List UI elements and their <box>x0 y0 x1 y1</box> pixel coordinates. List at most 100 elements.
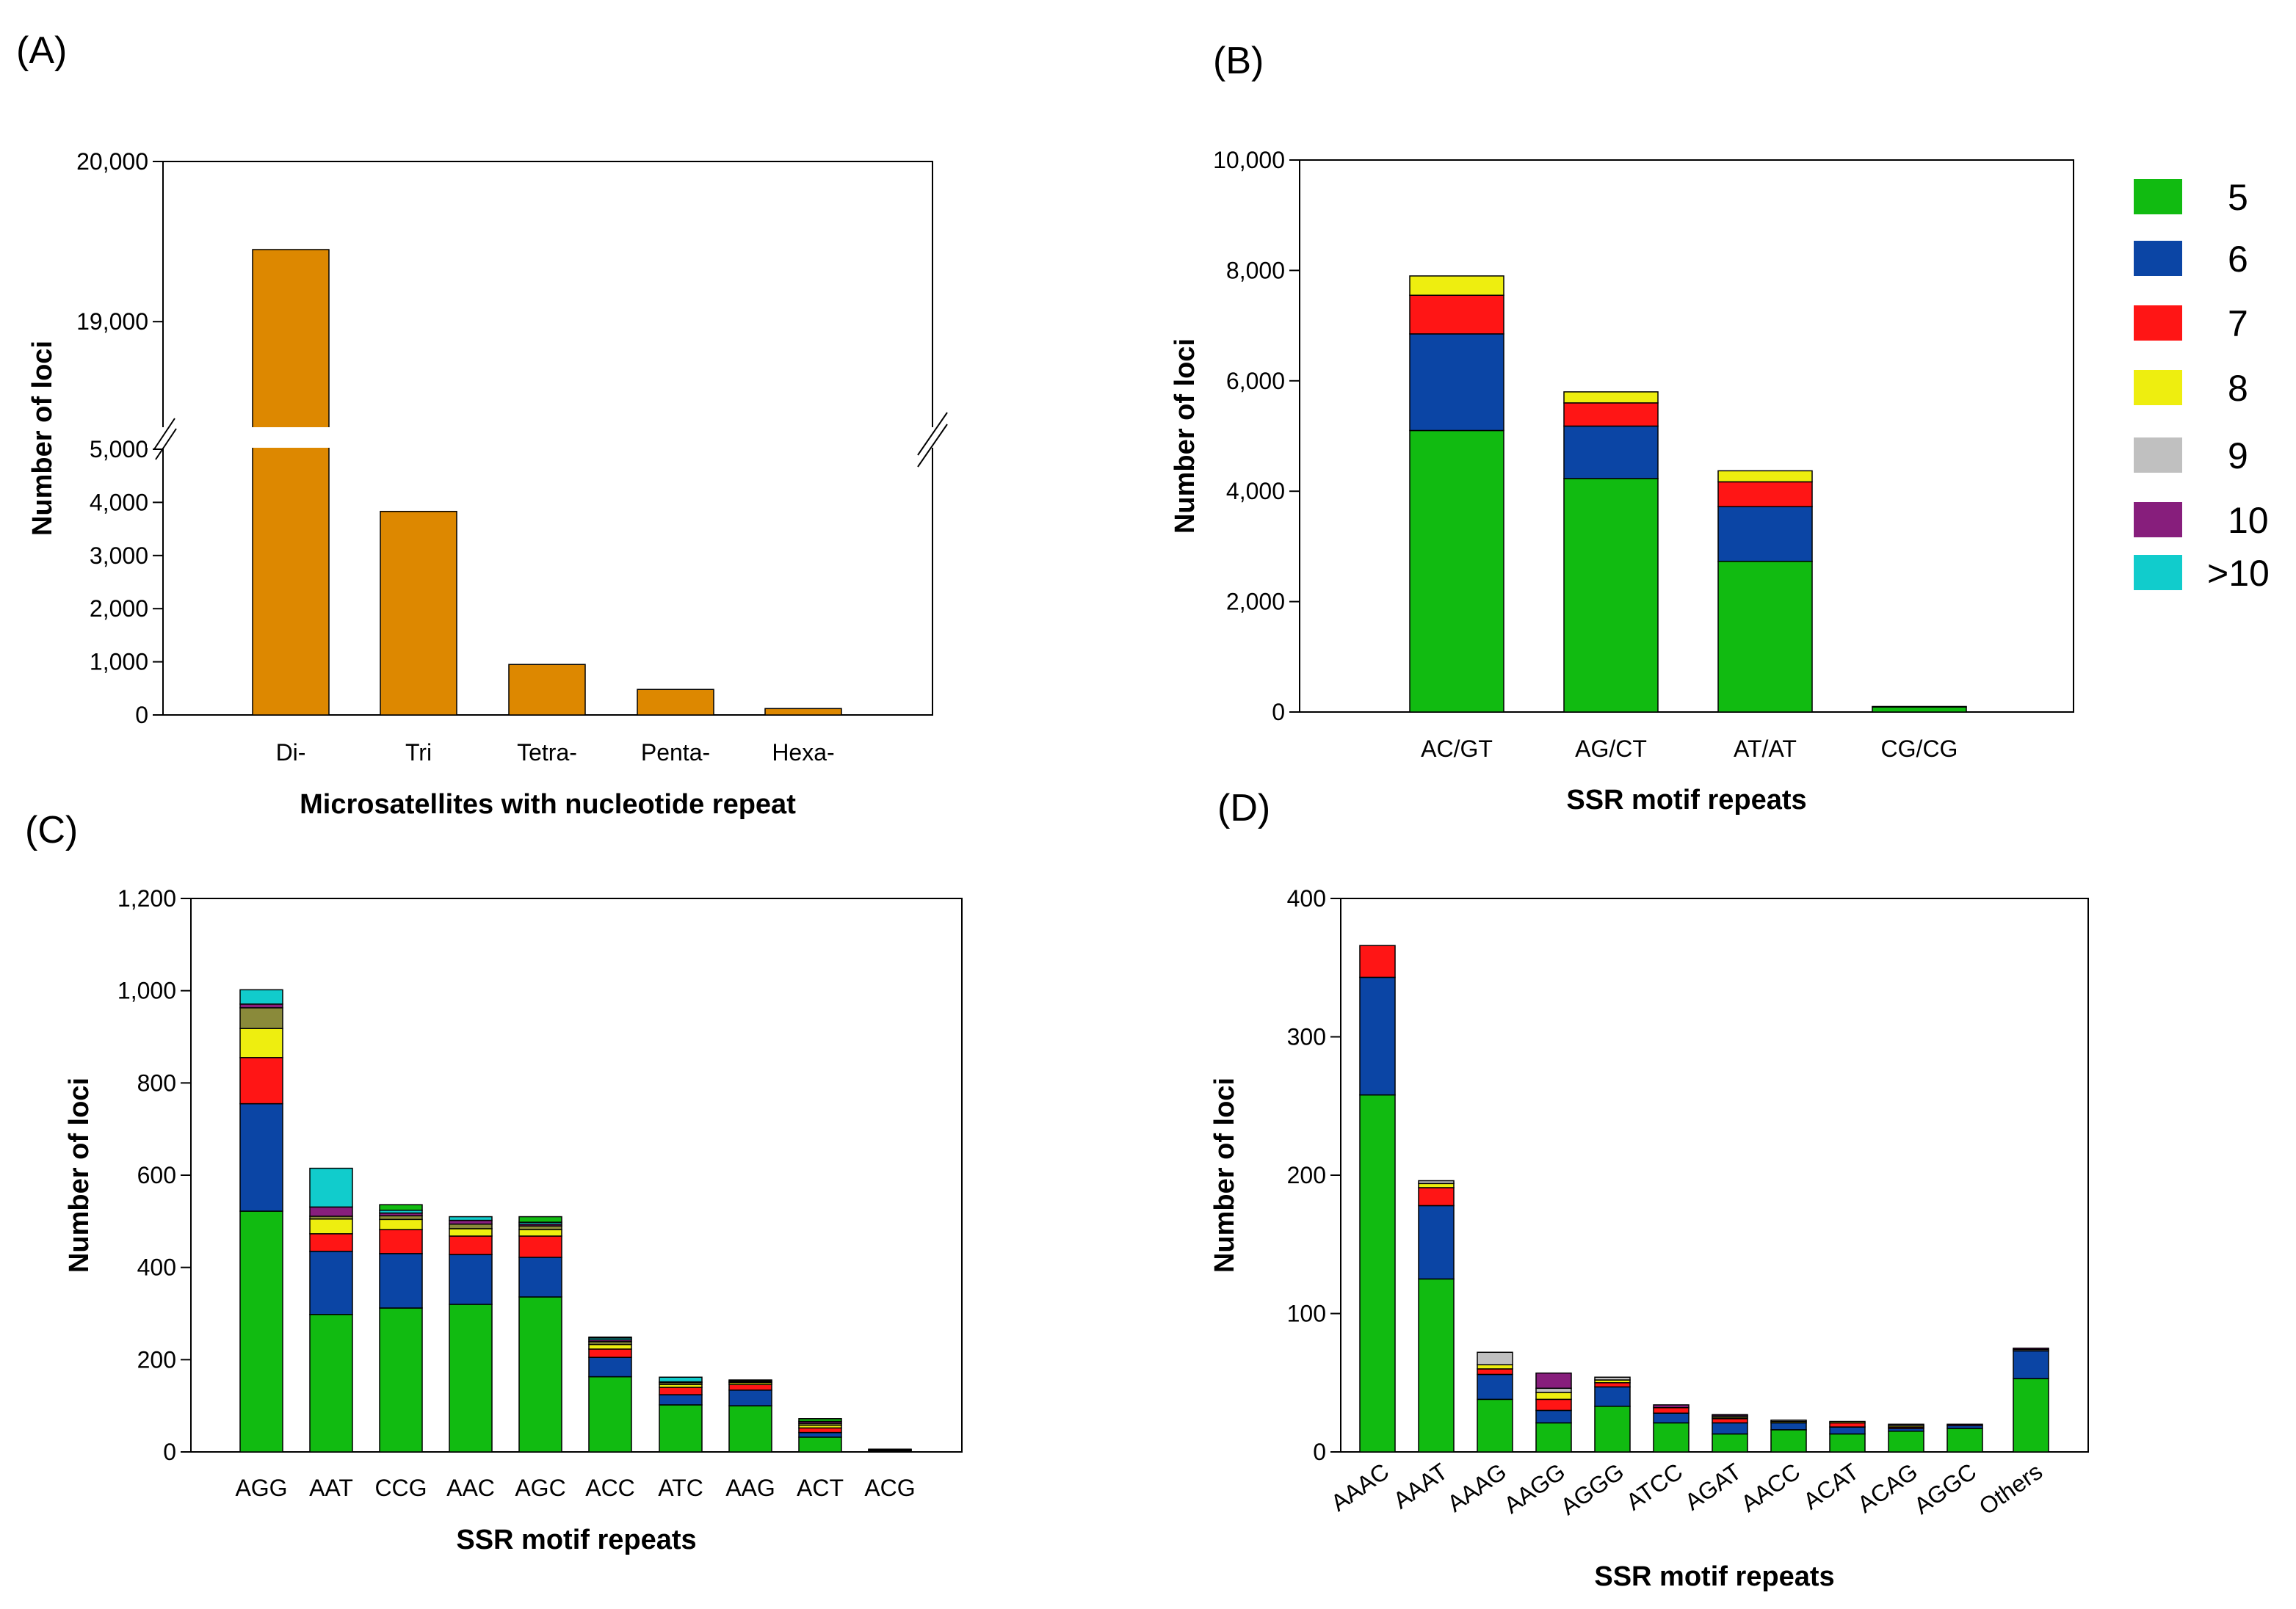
y-tick-label-c: 400 <box>137 1254 176 1281</box>
bar-segment-agc-6 <box>518 1257 562 1298</box>
y-tick-label-a: 19,000 <box>76 308 148 335</box>
bar-segment-aacc-5 <box>1770 1429 1807 1453</box>
bar-segment-aggg-9 <box>1594 1376 1631 1381</box>
legend-label-8: 8 <box>2228 368 2248 409</box>
y-tick-label-d: 0 <box>1313 1439 1326 1465</box>
axis-break-mark-right <box>917 412 948 456</box>
y-tick-label-b: 2,000 <box>1226 589 1285 615</box>
bar-segment-aac-7 <box>449 1235 493 1255</box>
bar-segment-ag-ct-5 <box>1563 478 1659 713</box>
panel-label-c: (C) <box>25 809 78 851</box>
bar-segment-aaat-5 <box>1418 1278 1455 1453</box>
y-tick-label-c: 1,200 <box>117 885 176 912</box>
x-tick-label-c: AAT <box>309 1475 353 1501</box>
bar-segment-acc-6 <box>588 1356 632 1378</box>
y-tick-label-a: 1,000 <box>90 649 148 675</box>
bar-segment-agg-10 <box>239 989 283 1005</box>
bar-segment-aat-8 <box>309 1218 353 1235</box>
legend-swatch-7 <box>2134 305 2182 341</box>
x-tick-label-a: Tetra- <box>517 739 577 766</box>
bar-segment-ccg-7 <box>379 1229 423 1254</box>
legend-swatch-5 <box>2134 179 2182 214</box>
y-tick-label-a: 4,000 <box>90 489 148 515</box>
bar-segment-agg-5 <box>239 1210 283 1453</box>
legend-label-10: >10 <box>2207 553 2270 594</box>
bar-segment-aagg-5 <box>1535 1422 1572 1453</box>
bar-segment-aaac-5 <box>1359 1094 1396 1453</box>
x-tick-label-d: AGAT <box>1680 1458 1746 1515</box>
bar-segment-aggg-5 <box>1594 1406 1631 1453</box>
panel-a: (A) Microsatellites with nucleotide repea… <box>16 29 948 820</box>
bar-segment-act-7 <box>798 1427 842 1434</box>
bar-segment-agg-7 <box>239 1057 283 1105</box>
bar-segment-agg-10 <box>239 1003 283 1009</box>
x-tick-label-d: AGGC <box>1909 1458 1981 1519</box>
bar-segment-aat-7 <box>309 1233 353 1252</box>
x-tick-label-c: ACT <box>797 1475 844 1501</box>
legend-swatch-9 <box>2134 437 2182 473</box>
bar-segment-aaag-9 <box>1477 1351 1513 1365</box>
bar-segment-acc-5 <box>588 1376 632 1453</box>
bar-segment-aag-7 <box>728 1384 772 1391</box>
y-tick-label-a: 2,000 <box>90 595 148 622</box>
bar-segment-aat-6 <box>309 1250 353 1315</box>
bar-segment-acc-8 <box>588 1343 632 1350</box>
bar-segment-agg-8 <box>239 1028 283 1058</box>
bar-segment-ag-ct-6 <box>1563 425 1659 479</box>
bar-segment-agg-6 <box>239 1103 283 1212</box>
bar-segment-ac-gt-6 <box>1409 333 1504 432</box>
y-tick-label-c: 800 <box>137 1069 176 1096</box>
axis-break-mark-right <box>917 424 948 468</box>
x-tick-label-b: AC/GT <box>1421 736 1493 762</box>
bar-segment-ccg-9 <box>379 1215 423 1221</box>
bar-segment-agat-5 <box>1712 1433 1748 1453</box>
bar-segment-aac-10 <box>449 1216 493 1221</box>
y-axis-title-a: Number of loci <box>27 341 58 536</box>
x-tick-label-c: ATC <box>658 1475 703 1501</box>
bar-segment-agat-7 <box>1712 1418 1748 1424</box>
bar-segment-ag-ct-8 <box>1563 391 1659 404</box>
bar-segment-aac-5 <box>449 1304 493 1453</box>
bar-segment-at-at-7 <box>1717 481 1813 508</box>
bar-segment-acat-8 <box>1829 1420 1866 1424</box>
bar-segment-aagg-10 <box>1535 1372 1572 1390</box>
bar-segment-aat-10 <box>309 1206 353 1217</box>
bar-segment-aggc-10 <box>1946 1423 1983 1426</box>
bar-segment-aat-5 <box>309 1314 353 1453</box>
bar-segment-aggc-5 <box>1946 1428 1983 1453</box>
panel-b: (B) SSR motif repeats Number of loci 0 2,000… <box>1170 40 2074 816</box>
bar-segment-aacc-6 <box>1770 1422 1807 1431</box>
bar-segment-aaat-8 <box>1418 1183 1455 1188</box>
bar-segment-ac-gt-5 <box>1409 429 1504 713</box>
bar-segment-acat-7 <box>1829 1422 1866 1428</box>
axis-break-mark-left <box>153 418 175 450</box>
bar-segment-atc-7 <box>659 1387 703 1395</box>
bar-segment-act-6 <box>798 1431 842 1438</box>
x-tick-label-d: AAGG <box>1499 1458 1570 1519</box>
bar-segment-aac-6 <box>449 1254 493 1305</box>
bar-segment-aaac-7 <box>1359 945 1396 978</box>
bar-segment-acg-8 <box>868 1448 912 1450</box>
y-tick-label-b: 10,000 <box>1213 147 1285 173</box>
bar-segment-agc-7 <box>518 1235 562 1258</box>
y-axis-title-b: Number of loci <box>1170 338 1200 534</box>
bar-segment-aag-5 <box>728 1405 772 1453</box>
bar-hexa <box>764 708 842 716</box>
panel-label-d: (D) <box>1217 787 1270 829</box>
x-tick-label-c: CCG <box>374 1475 427 1501</box>
bar-segment-aag-other <box>728 1379 772 1381</box>
x-tick-label-d: ATCC <box>1621 1458 1687 1515</box>
bar-segment-act-5 <box>798 1437 842 1453</box>
bar-segment-ac-gt-8 <box>1409 275 1504 296</box>
bar-segment-agc-other <box>518 1216 562 1223</box>
legend-label-9: 9 <box>2228 435 2248 476</box>
x-tick-label-d: AAAC <box>1326 1458 1394 1516</box>
x-tick-label-c: ACC <box>585 1475 635 1501</box>
legend-label-6: 6 <box>2228 239 2248 280</box>
bar-segment-aaat-9 <box>1418 1180 1455 1185</box>
bar-segment-acc-7 <box>588 1348 632 1358</box>
y-tick-label-b: 4,000 <box>1226 478 1285 504</box>
bar-segment-ccg-5 <box>379 1307 423 1453</box>
x-tick-label-d: Others <box>1974 1458 2047 1520</box>
panel-label-a: (A) <box>16 29 67 72</box>
